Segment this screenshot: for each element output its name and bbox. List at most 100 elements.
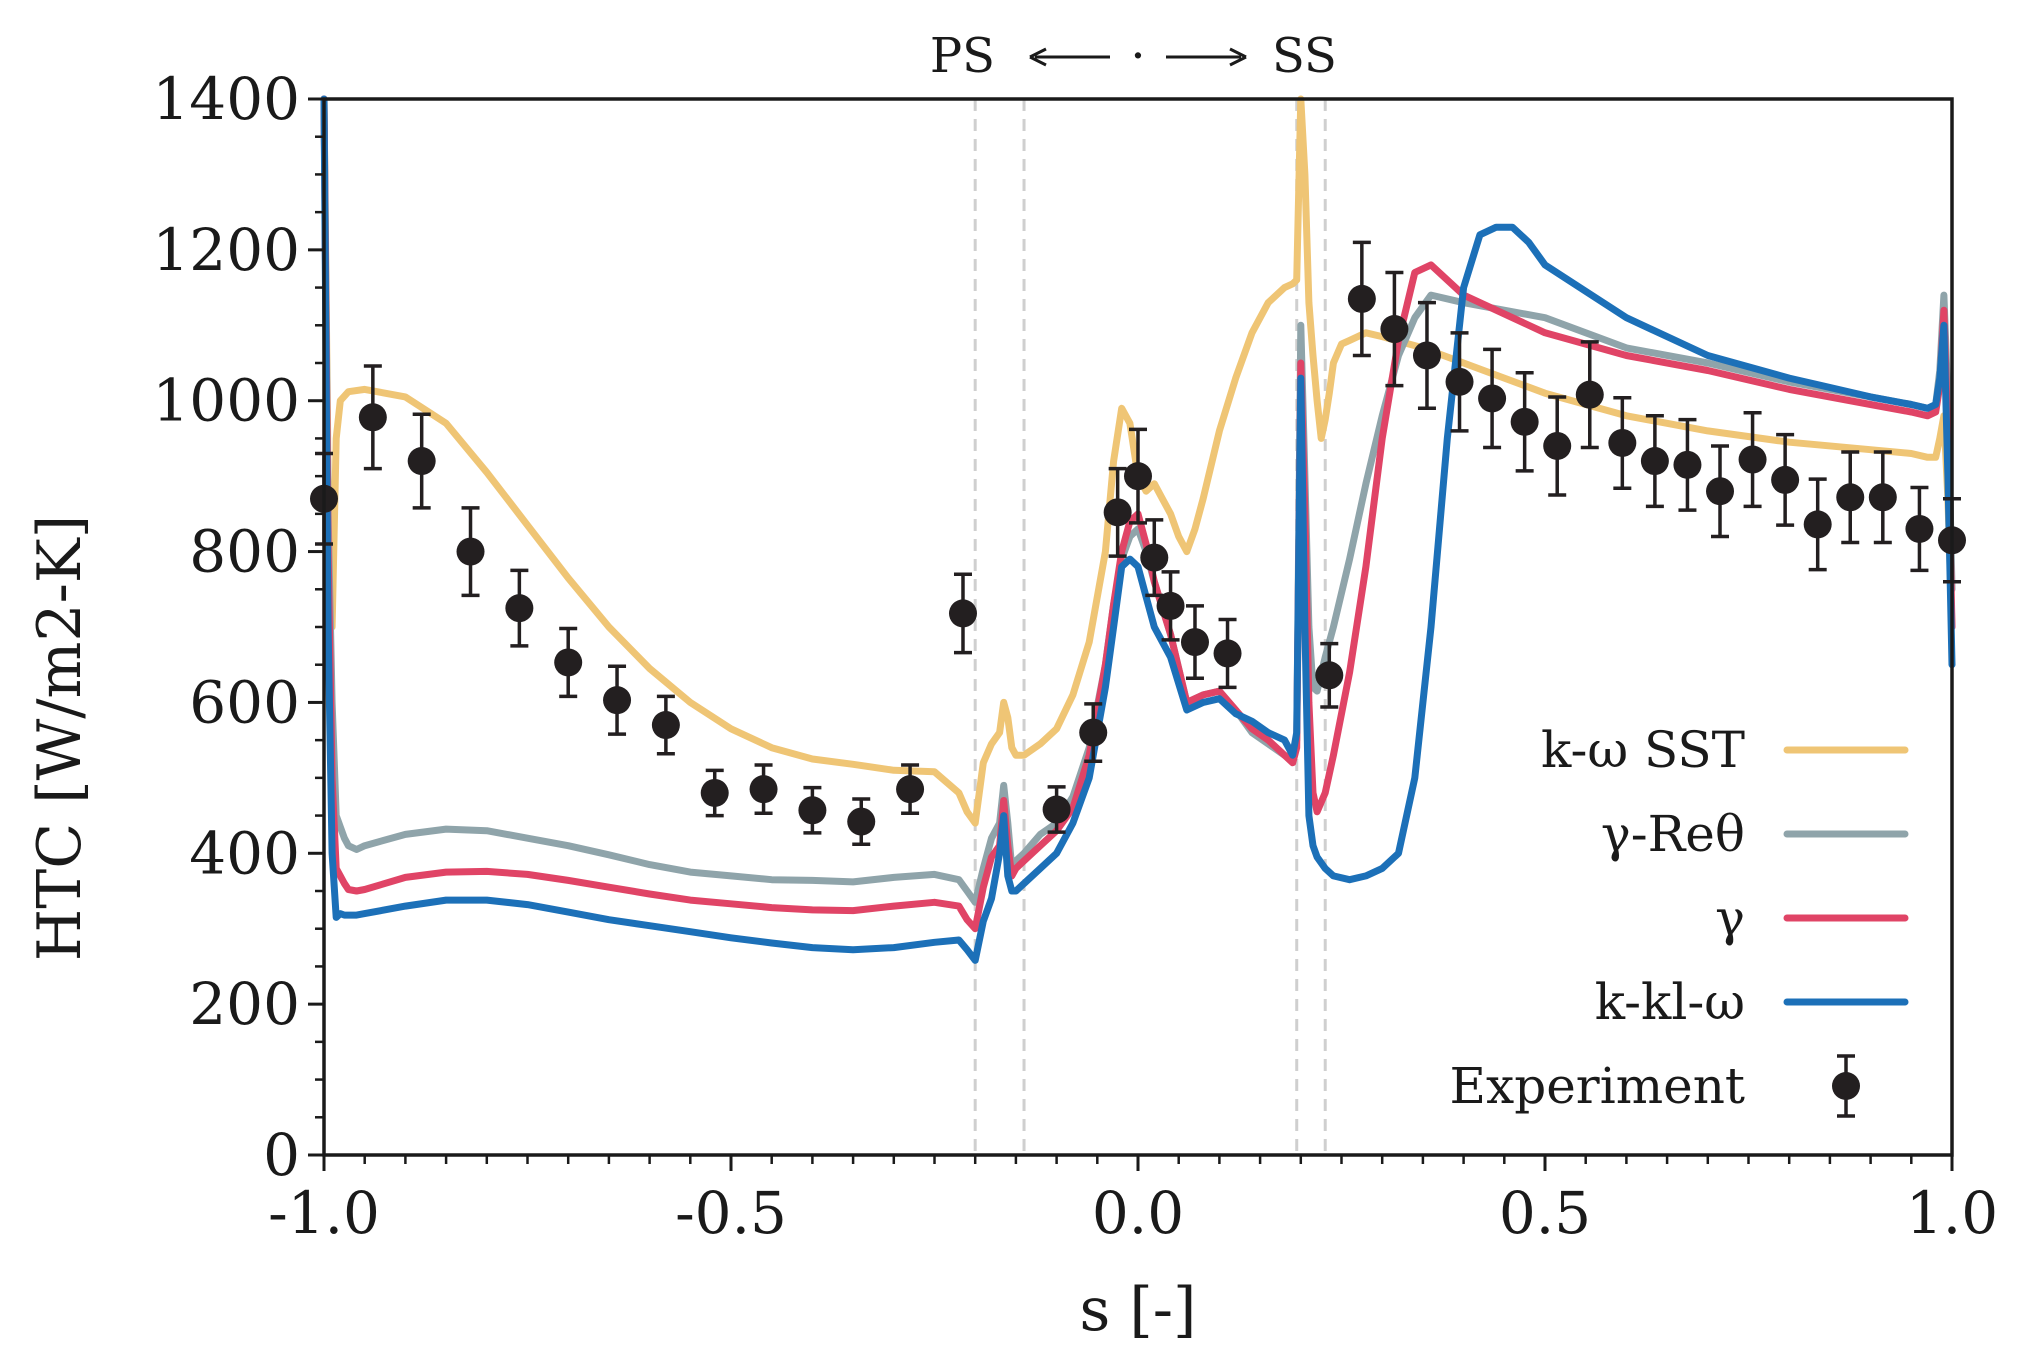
- experiment-point: [505, 568, 534, 648]
- experiment-marker: [1510, 407, 1539, 436]
- experiment-marker: [1347, 284, 1376, 313]
- experiment-point: [1673, 417, 1702, 512]
- experiment-marker: [1156, 591, 1185, 620]
- x-tick-label: 0.5: [1499, 1179, 1591, 1247]
- experiment-point: [1042, 785, 1071, 834]
- experiment-point: [1380, 270, 1409, 388]
- experiment-marker: [896, 775, 925, 804]
- center-dot: ·: [1130, 28, 1145, 84]
- experiment-point: [1510, 371, 1539, 473]
- legend-entry: γ: [1715, 889, 1909, 947]
- experiment-marker: [1315, 661, 1344, 690]
- y-tick-label: 600: [189, 668, 300, 736]
- experiment-marker: [1640, 447, 1669, 476]
- experiment-marker: [1905, 514, 1934, 543]
- experiment-marker: [1213, 639, 1242, 668]
- experiment-point: [554, 626, 583, 699]
- legend-label: k-ω SST: [1541, 721, 1745, 779]
- legend-entry: Experiment: [1450, 1054, 1860, 1118]
- region-annotation: PS · SS: [930, 28, 1337, 84]
- y-tick-label: 1200: [152, 216, 300, 284]
- experiment-point: [651, 694, 680, 756]
- experiment-point: [1103, 466, 1132, 558]
- experiment-point: [1347, 240, 1376, 358]
- experiment-marker: [1836, 483, 1865, 512]
- series-line-2: [320, 95, 1956, 933]
- experiment-point: [1124, 427, 1152, 525]
- experiment-point: [1640, 414, 1669, 509]
- experiment-marker: [1868, 483, 1897, 512]
- experiment-point: [1315, 641, 1344, 709]
- experiment-marker: [1738, 445, 1767, 474]
- experiment-point: [1156, 570, 1185, 642]
- experiment-marker: [1042, 795, 1071, 824]
- experiment-marker: [358, 403, 387, 432]
- experiment-marker: [1412, 341, 1441, 370]
- experiment-point: [948, 572, 977, 655]
- experiment-marker: [1079, 718, 1108, 747]
- experiment-marker: [847, 807, 876, 836]
- legend-entry: γ-Reθ: [1601, 805, 1909, 863]
- experiment-point: [1738, 411, 1767, 509]
- experiment-points: [310, 240, 1966, 846]
- experiment-marker: [749, 775, 778, 804]
- experiment-marker: [1124, 462, 1152, 491]
- experiment-point: [1478, 347, 1507, 450]
- experiment-point: [407, 412, 436, 510]
- experiment-marker: [1608, 428, 1637, 457]
- legend-entry: k-ω SST: [1541, 721, 1909, 779]
- experiment-point: [1575, 340, 1604, 450]
- x-tick-label: -1.0: [268, 1179, 380, 1247]
- experiment-point: [1180, 604, 1209, 681]
- x-tick-label: -0.5: [675, 1179, 787, 1247]
- experiment-marker: [603, 686, 632, 715]
- experiment-marker: [1543, 431, 1572, 460]
- experiment-marker: [1706, 477, 1735, 506]
- experiment-point: [1445, 331, 1474, 433]
- experiment-point: [1706, 444, 1735, 539]
- experiment-marker: [1478, 384, 1507, 413]
- experiment-marker: [407, 447, 436, 476]
- experiment-point: [700, 768, 729, 818]
- y-tick-label: 1000: [152, 367, 300, 435]
- legend-label: k-kl-ω: [1595, 973, 1745, 1031]
- axes: -1.0 -0.5 0.0 0.5 1.0 0 200 400 600 800 1000 1200 14…: [152, 65, 1998, 1247]
- experiment-marker: [1673, 450, 1702, 479]
- experiment-marker: [1103, 498, 1132, 527]
- experiment-marker: [1140, 543, 1169, 572]
- experiment-marker: [505, 594, 534, 623]
- experiment-marker: [1180, 628, 1209, 657]
- experiment-point: [1079, 702, 1108, 764]
- y-tick-label: 400: [189, 819, 300, 887]
- experiment-point: [1836, 450, 1865, 545]
- x-tick-label: 0.0: [1092, 1179, 1184, 1247]
- experiment-point: [1608, 395, 1637, 490]
- experiment-point: [847, 797, 876, 846]
- x-axis-title: s [-]: [1080, 1275, 1197, 1345]
- y-tick-label: 1400: [152, 65, 300, 133]
- left-arrow-icon: [1029, 47, 1047, 67]
- experiment-marker: [456, 537, 485, 566]
- experiment-point: [456, 506, 485, 598]
- experiment-marker: [651, 711, 680, 740]
- experiment-marker: [1575, 380, 1604, 409]
- experiment-marker: [798, 796, 827, 825]
- series-line-3: [320, 95, 1956, 964]
- experiment-marker: [1445, 367, 1474, 396]
- experiment-point: [1140, 518, 1169, 598]
- legend-label: γ: [1715, 889, 1745, 947]
- experiment-point: [1412, 300, 1441, 411]
- experiment-marker: [1771, 465, 1800, 494]
- experiment-marker: [1803, 510, 1832, 539]
- legend-label: γ-Reθ: [1601, 805, 1745, 863]
- y-tick-label: 800: [189, 518, 300, 586]
- legend-entry: k-kl-ω: [1595, 973, 1909, 1031]
- ps-label: PS: [930, 28, 995, 84]
- experiment-point: [749, 763, 778, 816]
- y-tick-label: 200: [189, 970, 300, 1038]
- y-tick-label: 0: [263, 1121, 300, 1189]
- experiment-marker: [554, 648, 583, 677]
- legend-label: Experiment: [1450, 1057, 1745, 1115]
- x-tick-label: 1.0: [1906, 1179, 1998, 1247]
